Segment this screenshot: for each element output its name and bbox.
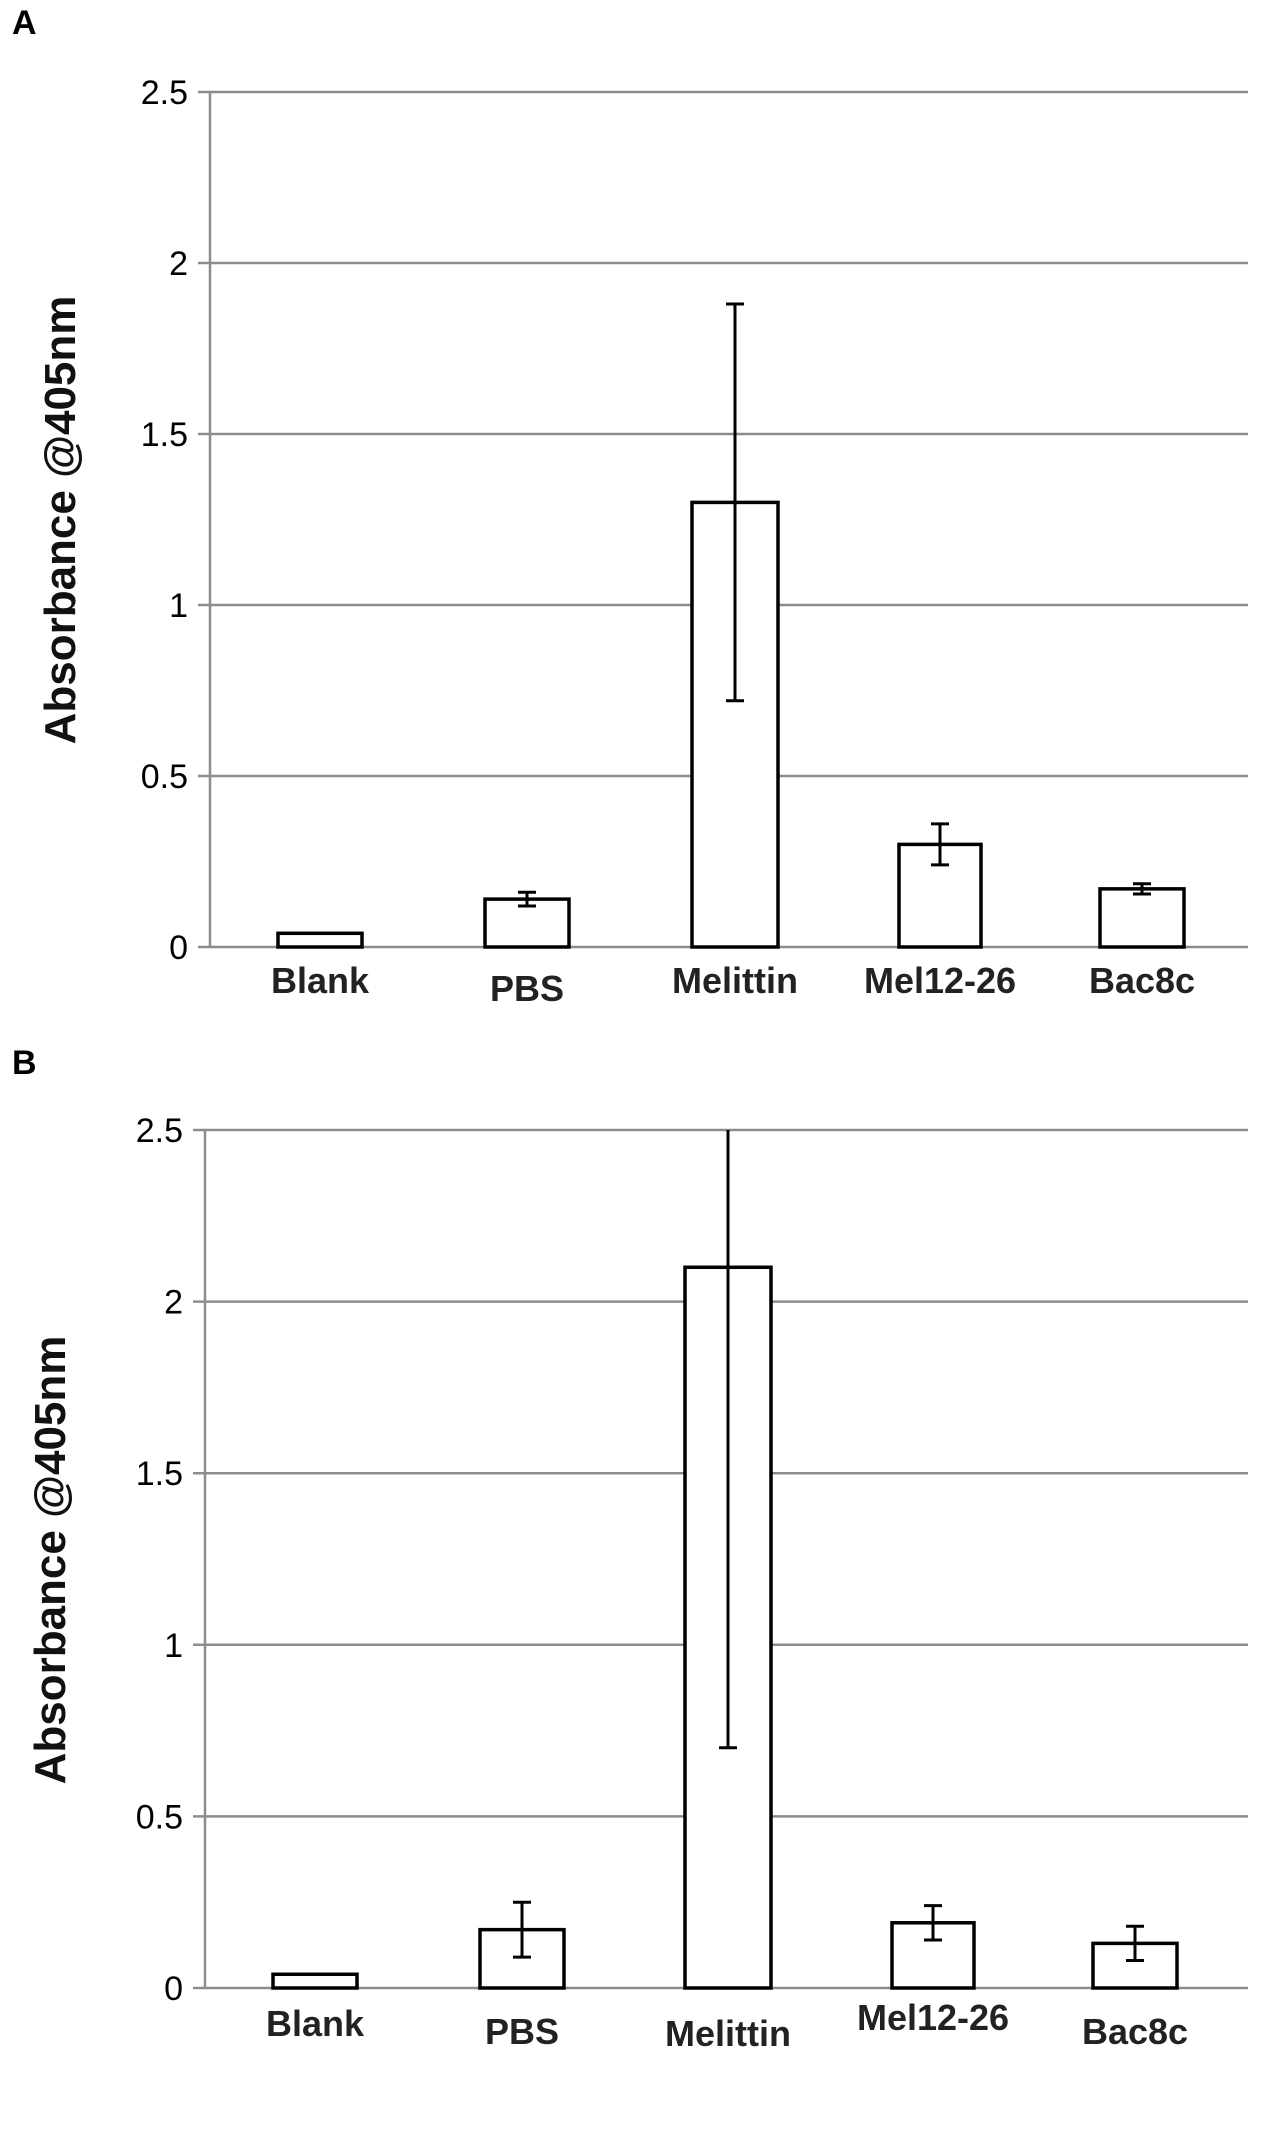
y-tick-label: 2 — [169, 245, 188, 283]
panel-letter-b: B — [12, 1044, 37, 1082]
y-tick-label: 0 — [169, 929, 188, 967]
y-tick-label: 1.5 — [136, 1455, 183, 1493]
chart-panel-a: A 0 0.5 1 1.5 2 2.5 Blank PBS Melittin Mel12-26 Ba… — [0, 0, 1267, 1040]
x-category-label: Bac8c — [1082, 2011, 1188, 2052]
y-tick-label: 2.5 — [141, 74, 188, 112]
x-category-label: PBS — [490, 968, 564, 1009]
chart-panel-b: B 0 0.5 1 1.5 2 2.5 Blank PBS Melittin Mel12-26 Ba… — [0, 1040, 1267, 2137]
y-tick-label: 2.5 — [136, 1112, 183, 1150]
bar-blank — [276, 931, 364, 949]
bar-mel12-26 — [897, 842, 983, 949]
bar-chart-a: 0 0.5 1 1.5 2 2.5 Blank PBS Melittin Mel12-26 Bac8… — [36, 74, 1248, 1009]
y-tick-label: 2 — [164, 1284, 183, 1322]
y-tick-label: 0.5 — [136, 1798, 183, 1836]
bar-blank — [271, 1972, 359, 1990]
y-axis-title: Absorbance @405nm — [26, 1336, 75, 1785]
x-category-label: PBS — [485, 2011, 559, 2052]
x-category-label: Bac8c — [1089, 960, 1195, 1001]
x-category-label: Blank — [266, 2003, 365, 2044]
panel-letter-a: A — [12, 4, 37, 42]
y-tick-label: 0.5 — [141, 758, 188, 796]
bar-bac8c — [1098, 887, 1186, 949]
bar-melittin — [690, 500, 780, 949]
y-tick-label: 0 — [164, 1970, 183, 2008]
x-category-label: Melittin — [672, 960, 798, 1001]
x-category-label: Blank — [271, 960, 370, 1001]
x-category-label: Mel12-26 — [857, 1997, 1009, 2038]
y-tick-label: 1 — [169, 587, 188, 625]
x-category-label: Mel12-26 — [864, 960, 1016, 1001]
bar-chart-b: 0 0.5 1 1.5 2 2.5 Blank PBS Melittin Mel12-26 Bac8… — [26, 1112, 1248, 2054]
x-category-label: Melittin — [665, 2013, 791, 2054]
y-tick-label: 1 — [164, 1627, 183, 1665]
y-axis-title: Absorbance @405nm — [36, 296, 85, 745]
y-tick-label: 1.5 — [141, 416, 188, 454]
